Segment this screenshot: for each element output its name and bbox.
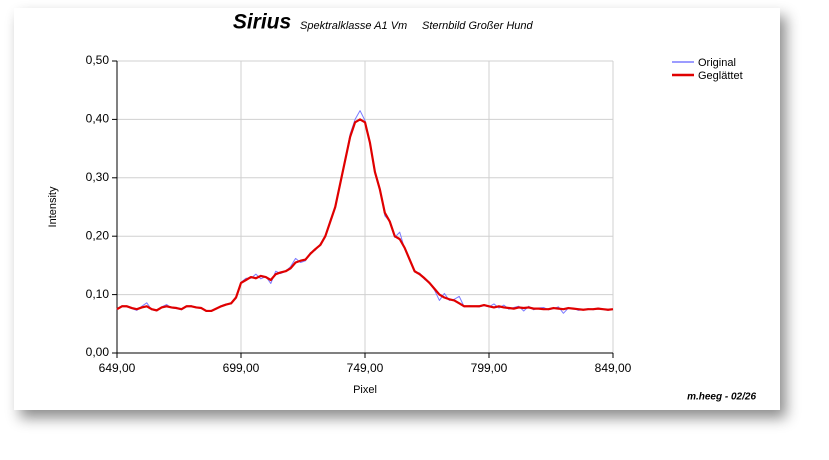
series-line [116,118,614,313]
x-axis-label: Pixel [353,384,377,396]
x-tick-label: 699,00 [223,361,260,375]
chart-title: Sirius [233,11,291,34]
y-tick-label: 0,00 [86,345,110,359]
legend-label: Geglättet [698,70,743,82]
panel [14,8,780,410]
x-tick-label: 799,00 [471,361,508,375]
y-tick-label: 0,50 [86,53,110,67]
y-axis-label: Intensity [47,186,59,227]
chart-subtitle: Sternbild Großer Hund [422,20,534,32]
y-tick-label: 0,10 [86,287,110,301]
x-tick-label: 649,00 [99,361,136,375]
x-tick-label: 749,00 [347,361,384,375]
footer: m.heeg - 02/26 [687,392,756,403]
y-tick-label: 0,30 [86,170,110,184]
y-tick-label: 0,20 [86,228,110,242]
y-tick-label: 0,40 [86,112,110,126]
chart-subtitle: Spektralklasse A1 Vm [300,20,407,32]
legend-label: Original [698,57,736,69]
x-tick-label: 849,00 [595,361,632,375]
